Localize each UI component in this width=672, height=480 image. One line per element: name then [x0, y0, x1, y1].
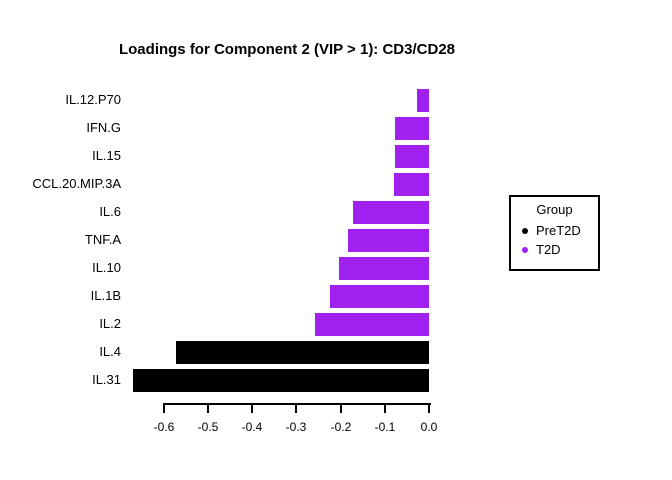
x-tick-0-4	[251, 403, 253, 413]
legend-items: PreT2D T2D	[511, 221, 598, 259]
bar-il-1b	[330, 285, 429, 308]
x-tick-label-0-3: -0.3	[285, 420, 307, 434]
legend-item-label: PreT2D	[536, 223, 581, 238]
y-label-il-10: IL.10	[92, 260, 121, 275]
x-tick-label-0-1: -0.1	[374, 420, 396, 434]
x-tick-label-0-6: -0.6	[153, 420, 175, 434]
y-label-ccl-20-mip-3a: CCL.20.MIP.3A	[32, 176, 121, 191]
legend-item-t2d: T2D	[511, 240, 598, 259]
y-label-il-15: IL.15	[92, 148, 121, 163]
bar-ifn-g	[395, 117, 429, 140]
x-tick-label-0-5: -0.5	[197, 420, 219, 434]
y-label-il-31: IL.31	[92, 372, 121, 387]
x-tick-0-2	[340, 403, 342, 413]
legend-dot-icon	[522, 246, 528, 253]
bar-il-4	[176, 341, 429, 364]
y-label-il-1b: IL.1B	[90, 288, 121, 303]
bar-il-10	[339, 257, 429, 280]
bar-tnf-a	[348, 229, 429, 252]
bar-il-31	[133, 369, 429, 392]
bar-il-6	[353, 201, 429, 224]
bar-il-15	[395, 145, 429, 168]
x-tick-label-0-0: 0.0	[420, 420, 438, 434]
x-tick-label-0-4: -0.4	[241, 420, 263, 434]
x-tick-0-6	[163, 403, 165, 413]
legend-item-label: T2D	[536, 242, 561, 257]
y-label-il-4: IL.4	[99, 344, 121, 359]
y-label-il-2: IL.2	[99, 316, 121, 331]
x-tick-label-0-2: -0.2	[330, 420, 352, 434]
y-label-tnf-a: TNF.A	[84, 232, 121, 247]
y-label-ifn-g: IFN.G	[86, 120, 121, 135]
x-tick-0-0	[428, 403, 430, 413]
bar-il-12-p70	[417, 89, 429, 112]
chart-title: Loadings for Component 2 (VIP > 1): CD3/…	[118, 41, 455, 58]
legend-dot-icon	[522, 227, 528, 234]
bar-ccl-20-mip-3a	[394, 173, 429, 196]
y-label-il-12-p70: IL.12.P70	[65, 92, 121, 107]
legend-title: Group	[536, 202, 573, 217]
x-tick-0-5	[207, 403, 209, 413]
legend: Group PreT2D T2D	[509, 195, 600, 271]
x-tick-0-1	[384, 403, 386, 413]
legend-item-pret2d: PreT2D	[511, 221, 598, 240]
y-label-il-6: IL.6	[99, 204, 121, 219]
bar-il-2	[315, 313, 429, 336]
x-tick-0-3	[295, 403, 297, 413]
x-axis-line	[164, 403, 431, 405]
